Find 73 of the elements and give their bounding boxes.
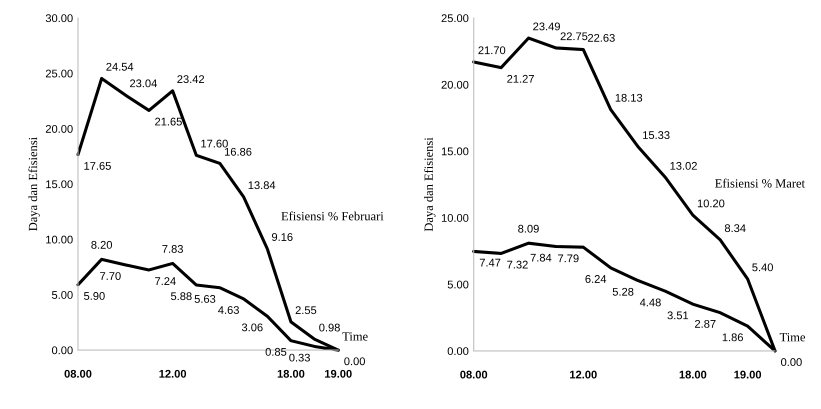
x-axis-title: Time <box>342 332 368 341</box>
data-label: 23.49 <box>533 22 560 30</box>
data-label: 7.24 <box>155 277 176 285</box>
y-tick-label: 5.00 <box>52 291 73 299</box>
text: Efisiensi % Maret <box>715 178 805 188</box>
data-label: 8.09 <box>518 224 539 233</box>
data-label: 1.86 <box>722 333 743 342</box>
data-label: 0.00 <box>344 357 365 366</box>
y-tick-label: 0.00 <box>448 347 468 356</box>
data-label: 5.63 <box>194 295 216 303</box>
data-label: 22.63 <box>588 34 615 42</box>
x-tick-label: 12.00 <box>159 370 186 378</box>
data-label: 23.04 <box>130 79 157 88</box>
y-tick-label: 30.00 <box>46 14 73 22</box>
data-label: 7.70 <box>100 272 121 280</box>
x-tick-label: 12.00 <box>570 370 597 379</box>
data-label: 21.65 <box>155 118 182 126</box>
y-tick-label: 20.00 <box>442 80 468 89</box>
y-tick-label: 10.00 <box>442 214 468 222</box>
data-label: 0.33 <box>289 354 310 362</box>
data-label: 7.47 <box>480 258 500 266</box>
y-tick-label: 25.00 <box>46 70 73 78</box>
y-tick-label: 10.00 <box>46 236 73 244</box>
data-label: 18.13 <box>616 94 642 102</box>
y-tick-label: 25.00 <box>442 14 468 22</box>
data-label: 4.63 <box>218 306 239 314</box>
data-label: 3.51 <box>667 311 688 320</box>
data-label: 5.90 <box>84 292 105 300</box>
data-label: 2.55 <box>296 306 316 314</box>
data-label: 21.70 <box>478 46 506 54</box>
data-label: 22.75 <box>560 32 588 40</box>
y-tick-label: 20.00 <box>46 124 73 133</box>
data-label: 3.06 <box>242 323 263 332</box>
data-label: 24.54 <box>106 62 134 71</box>
data-label: 23.42 <box>177 75 204 84</box>
data-label: 10.20 <box>698 199 724 208</box>
data-label: 7.84 <box>530 254 552 262</box>
y-tick-label: 15.00 <box>442 147 468 156</box>
data-label: 5.28 <box>612 288 634 296</box>
x-tick-label: 19.00 <box>734 370 762 379</box>
data-label: 15.33 <box>643 131 670 140</box>
series-label: Efisiensi % Februari <box>281 211 384 220</box>
data-label: 0.85 <box>266 348 286 356</box>
y-tick-label: 0.00 <box>52 346 73 354</box>
y-axis-title: Daya dan Efisiensi <box>28 137 40 231</box>
data-label: 0.00 <box>781 358 802 366</box>
data-label: 6.24 <box>585 275 606 283</box>
data-label: 21.27 <box>507 74 534 83</box>
data-label: 2.87 <box>695 320 716 328</box>
x-tick-label: 18.00 <box>680 370 706 379</box>
data-label: 9.16 <box>272 233 293 241</box>
y-tick-label: 15.00 <box>46 180 73 188</box>
data-label: 7.79 <box>558 254 579 262</box>
data-label: 7.32 <box>507 260 528 269</box>
data-label: 13.84 <box>248 181 276 190</box>
data-label: 4.48 <box>640 298 661 306</box>
data-label: 5.88 <box>170 292 192 300</box>
data-label: 17.60 <box>201 140 228 148</box>
x-tick-label: 08.00 <box>460 370 488 379</box>
data-label: 7.83 <box>162 245 183 253</box>
data-label: 8.20 <box>91 240 112 249</box>
x-tick-label: 08.00 <box>64 370 92 378</box>
x-tick-label: 19.00 <box>325 370 352 378</box>
x-axis-title: Time <box>780 333 806 342</box>
data-label: 8.34 <box>724 224 746 232</box>
data-label: 13.02 <box>670 162 697 170</box>
y-axis-title: Daya dan Efisiensi <box>424 137 436 232</box>
data-label: 16.86 <box>224 148 252 156</box>
y-tick-label: 5.00 <box>448 280 468 288</box>
data-label: 0.98 <box>319 324 340 332</box>
data-label: 17.65 <box>84 162 111 170</box>
data-label: 5.40 <box>752 263 773 272</box>
x-tick-label: 18.00 <box>278 370 304 378</box>
